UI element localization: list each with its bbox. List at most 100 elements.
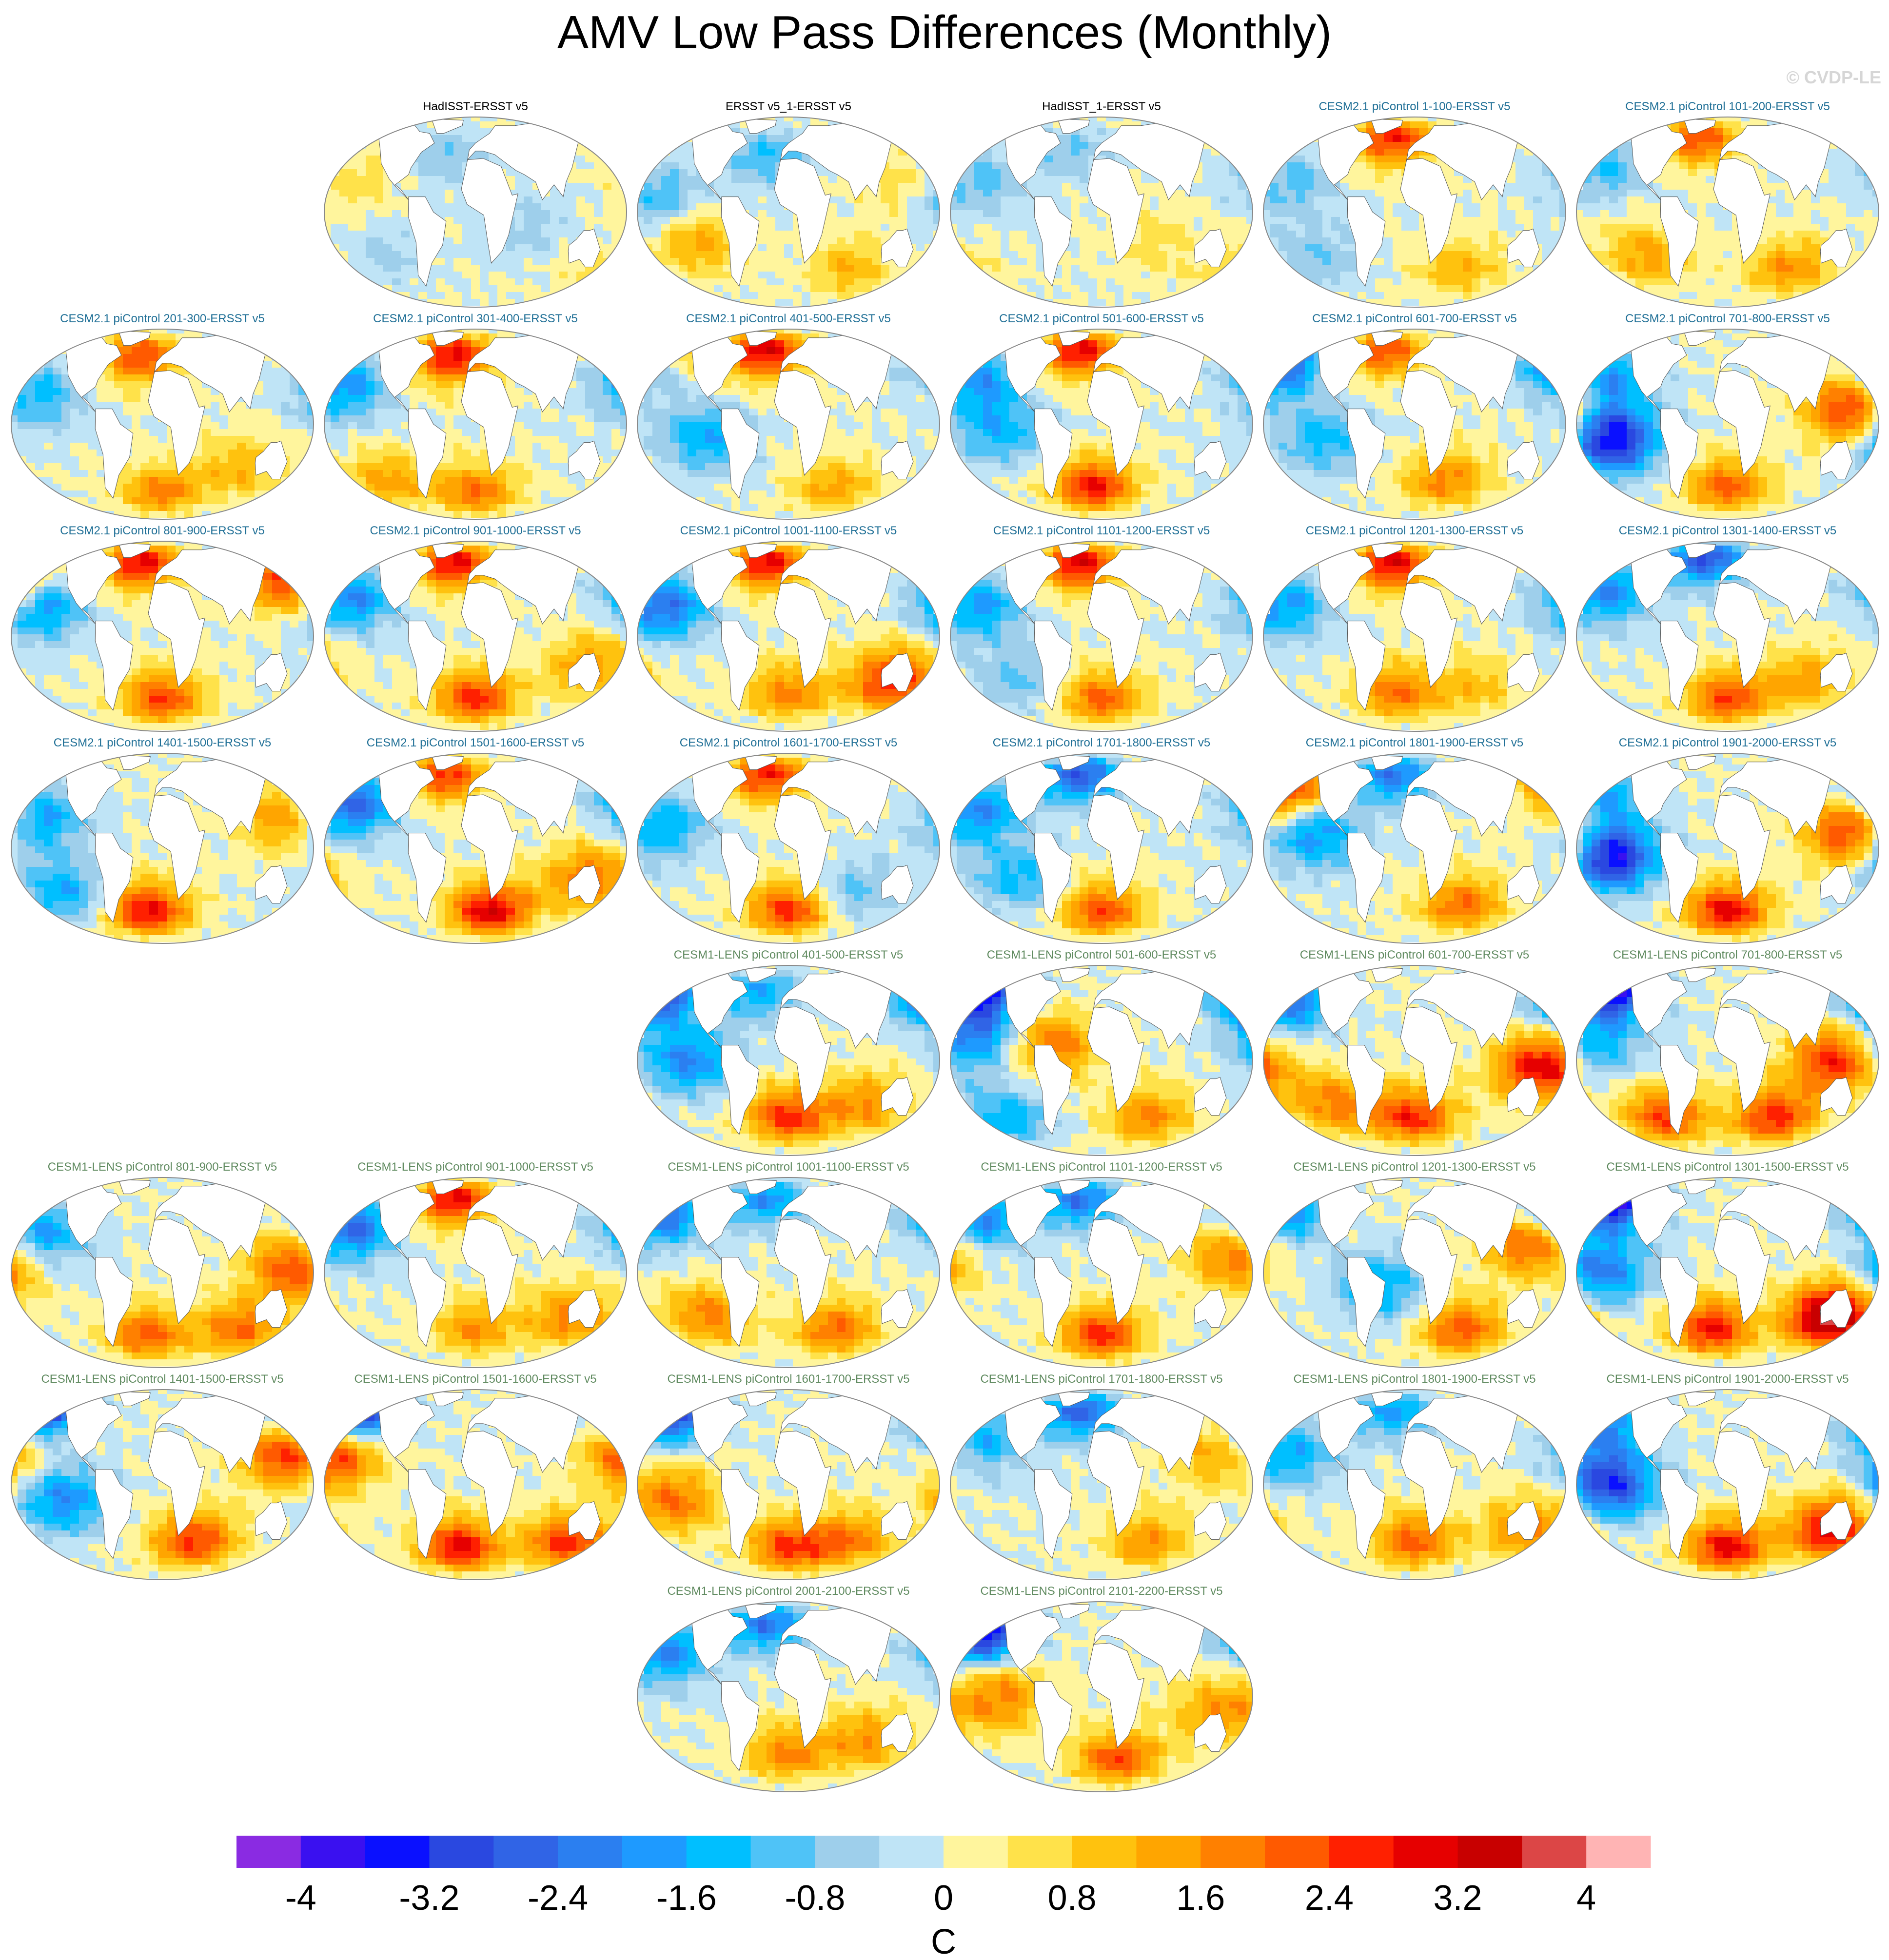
panel-title: CESM1-LENS piControl 1101-1200-ERSST v5 [948,1160,1255,1174]
sst-difference-map [950,1601,1253,1792]
panel-title: CESM1-LENS piControl 1401-1500-ERSST v5 [9,1372,316,1386]
map-panel: CESM1-LENS piControl 1701-1800-ERSST v5 [948,1372,1255,1580]
colorbar-box [1522,1836,1587,1868]
colorbar-box [1457,1836,1522,1868]
sst-difference-map [324,329,627,520]
panel-title: CESM2.1 piControl 801-900-ERSST v5 [9,524,316,538]
panel-title: CESM2.1 piControl 701-800-ERSST v5 [1574,312,1881,326]
sst-difference-map [324,1177,627,1368]
sst-difference-map [1263,117,1566,308]
map-panel: CESM1-LENS piControl 501-600-ERSST v5 [948,948,1255,1156]
panel-title: CESM2.1 piControl 1501-1600-ERSST v5 [322,736,629,750]
sst-difference-map [11,753,314,944]
panel-title: CESM2.1 piControl 901-1000-ERSST v5 [322,524,629,538]
sst-difference-map [1263,329,1566,520]
map-panel: CESM1-LENS piControl 601-700-ERSST v5 [1261,948,1568,1156]
colorbar-box [1265,1836,1330,1868]
map-panel: CESM1-LENS piControl 1501-1600-ERSST v5 [322,1372,629,1580]
map-panel: CESM2.1 piControl 1201-1300-ERSST v5 [1261,524,1568,732]
panel-title: CESM1-LENS piControl 801-900-ERSST v5 [9,1160,316,1174]
colorbar-box [622,1836,687,1868]
sst-difference-map [1576,1177,1879,1368]
map-panel: CESM2.1 piControl 601-700-ERSST v5 [1261,312,1568,520]
colorbar-box [944,1836,1008,1868]
map-panel: CESM2.1 piControl 501-600-ERSST v5 [948,312,1255,520]
panel-title: CESM1-LENS piControl 1701-1800-ERSST v5 [948,1372,1255,1386]
map-panel: CESM2.1 piControl 101-200-ERSST v5 [1574,100,1881,308]
sst-difference-map [950,965,1253,1156]
panel-title: CESM2.1 piControl 501-600-ERSST v5 [948,312,1255,326]
map-panel: CESM2.1 piControl 301-400-ERSST v5 [322,312,629,520]
panel-title: CESM2.1 piControl 1301-1400-ERSST v5 [1574,524,1881,538]
panel-title: HadISST_1-ERSST v5 [948,100,1255,114]
map-panel: CESM1-LENS piControl 2001-2100-ERSST v5 [635,1585,942,1792]
colorbar-box [1586,1836,1651,1868]
map-panel: CESM2.1 piControl 1001-1100-ERSST v5 [635,524,942,732]
watermark: © CVDP-LE [1786,67,1881,88]
map-panel: CESM2.1 piControl 1501-1600-ERSST v5 [322,736,629,944]
sst-difference-map [1576,1389,1879,1580]
colorbar-box [1007,1836,1073,1868]
colorbar-tick-label: -3.2 [399,1879,459,1918]
map-panel: CESM2.1 piControl 901-1000-ERSST v5 [322,524,629,732]
map-panel: CESM2.1 piControl 1301-1400-ERSST v5 [1574,524,1881,732]
sst-difference-map [11,329,314,520]
sst-difference-map [950,541,1253,732]
colorbar-tick-label: -4 [285,1879,316,1918]
colorbar-tick-label: 2.4 [1305,1879,1354,1918]
colorbar-tick-label: 3.2 [1433,1879,1482,1918]
map-panel: CESM1-LENS piControl 801-900-ERSST v5 [9,1160,316,1368]
map-panel: CESM1-LENS piControl 2101-2200-ERSST v5 [948,1585,1255,1792]
map-panel: CESM2.1 piControl 201-300-ERSST v5 [9,312,316,520]
panel-title: CESM2.1 piControl 1901-2000-ERSST v5 [1574,736,1881,750]
sst-difference-map [1576,329,1879,520]
sst-difference-map [324,117,627,308]
panel-title: CESM1-LENS piControl 1201-1300-ERSST v5 [1261,1160,1568,1174]
panel-title: CESM1-LENS piControl 1501-1600-ERSST v5 [322,1372,629,1386]
panel-title: CESM1-LENS piControl 2101-2200-ERSST v5 [948,1585,1255,1598]
sst-difference-map [637,541,940,732]
panel-title: CESM1-LENS piControl 401-500-ERSST v5 [635,948,942,962]
panel-title: CESM1-LENS piControl 501-600-ERSST v5 [948,948,1255,962]
map-panel: HadISST_1-ERSST v5 [948,100,1255,308]
sst-difference-map [1576,117,1879,308]
map-panel: CESM2.1 piControl 1601-1700-ERSST v5 [635,736,942,944]
sst-difference-map [11,1177,314,1368]
sst-difference-map [637,117,940,308]
sst-difference-map [324,1389,627,1580]
sst-difference-map [637,1601,940,1792]
panel-title: CESM2.1 piControl 1-100-ERSST v5 [1261,100,1568,114]
map-panel: CESM1-LENS piControl 1001-1100-ERSST v5 [635,1160,942,1368]
map-panel: ERSST v5_1-ERSST v5 [635,100,942,308]
map-panel: CESM1-LENS piControl 1301-1500-ERSST v5 [1574,1160,1881,1368]
sst-difference-map [1263,753,1566,944]
sst-difference-map [11,1389,314,1580]
colorbar-box [686,1836,751,1868]
panel-title: CESM1-LENS piControl 1301-1500-ERSST v5 [1574,1160,1881,1174]
sst-difference-map [950,1389,1253,1580]
colorbar-tick-label: 0 [934,1879,953,1918]
colorbar-box [1393,1836,1458,1868]
colorbar-box [1329,1836,1394,1868]
sst-difference-map [637,329,940,520]
colorbar-box [365,1836,430,1868]
sst-difference-map [637,1177,940,1368]
panel-title: CESM2.1 piControl 401-500-ERSST v5 [635,312,942,326]
panel-title: CESM1-LENS piControl 1601-1700-ERSST v5 [635,1372,942,1386]
panel-title: CESM2.1 piControl 1001-1100-ERSST v5 [635,524,942,538]
sst-difference-map [324,753,627,944]
map-panel: CESM2.1 piControl 801-900-ERSST v5 [9,524,316,732]
colorbar-box [815,1836,880,1868]
sst-difference-map [950,329,1253,520]
colorbar-tick-label: -2.4 [528,1879,588,1918]
colorbar-tick-label: -1.6 [656,1879,717,1918]
panel-title: CESM1-LENS piControl 1001-1100-ERSST v5 [635,1160,942,1174]
chart-title: AMV Low Pass Differences (Monthly) [0,6,1889,59]
colorbar-box [879,1836,944,1868]
map-panel: CESM1-LENS piControl 1601-1700-ERSST v5 [635,1372,942,1580]
colorbar-box [429,1836,494,1868]
colorbar-unit-label: C [931,1922,956,1960]
panel-title: HadISST-ERSST v5 [322,100,629,114]
colorbar-box [1072,1836,1137,1868]
colorbar-box [236,1836,301,1868]
